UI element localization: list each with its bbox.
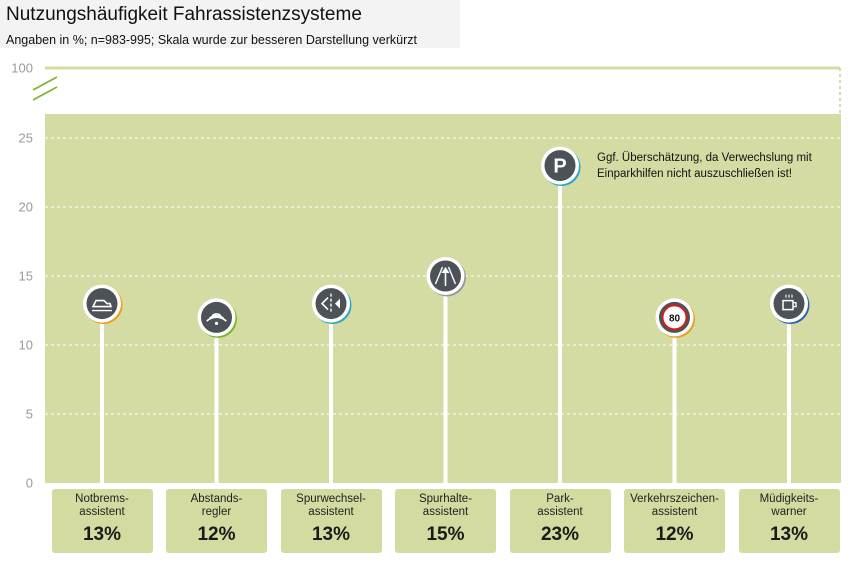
- category-label: Spurhalte- assistent: [418, 493, 473, 518]
- icon-text: 80: [669, 313, 681, 324]
- category-box: Park- assistent 23%: [509, 489, 611, 553]
- y-tick-label: 25: [19, 131, 33, 146]
- category-label: Müdigkeits- warner: [759, 493, 819, 518]
- category-label: Spurwechsel- assistent: [296, 493, 366, 518]
- y-tick-label: 10: [19, 338, 33, 353]
- category-box: Abstands- regler 12%: [166, 489, 267, 553]
- category-box: Verkehrszeichen- assistent 12%: [624, 489, 725, 553]
- category-box: Notbrems- assistent 13%: [51, 489, 153, 553]
- chart-subtitle: Angaben in %; n=983-995; Skala wurde zur…: [6, 33, 417, 47]
- value-label: 23%: [540, 524, 580, 545]
- annotation-text: Einparkhilfen nicht auszuschließen ist!: [597, 168, 792, 180]
- y-tick-label: 0: [26, 476, 33, 491]
- car-brake-icon: [86, 288, 118, 320]
- icon-glyph: P: [553, 156, 566, 178]
- category-label: Notbrems- assistent: [75, 493, 129, 518]
- y-tick-label: 20: [19, 200, 33, 215]
- y-tick-label: 15: [19, 269, 33, 284]
- icon-glyph: 80: [661, 304, 688, 331]
- icon-glyph: [320, 293, 340, 314]
- icon-glyph: [434, 266, 457, 286]
- icon-glyph: [91, 299, 113, 312]
- value-label: 12%: [197, 524, 236, 545]
- chart-title: Nutzungshäufigkeit Fahrassistenzsysteme: [6, 4, 362, 25]
- value-label: 13%: [769, 524, 809, 545]
- category-label: Park- assistent: [537, 493, 583, 518]
- parking-icon: [544, 150, 576, 182]
- category-box: Müdigkeits- warner 13%: [738, 489, 840, 553]
- axis-break-mark: [32, 76, 58, 91]
- coffee-cup-icon: [773, 288, 805, 320]
- title-box: Nutzungshäufigkeit Fahrassistenzsysteme …: [0, 0, 460, 48]
- category-label: Verkehrszeichen- assistent: [630, 493, 719, 518]
- icon-glyph: [206, 313, 227, 325]
- category-label: Abstands- regler: [190, 493, 243, 518]
- value-label: 13%: [311, 524, 351, 545]
- category-box: Spurhalte- assistent 15%: [395, 489, 496, 553]
- y-tick-label: 5: [26, 407, 33, 422]
- axis-break-mark: [32, 86, 58, 101]
- category-box: Spurwechsel- assistent 13%: [280, 489, 382, 553]
- value-label: 12%: [655, 524, 694, 545]
- annotation-text: Ggf. Überschätzung, da Verwechslung mit: [597, 152, 813, 164]
- value-label: 13%: [82, 524, 122, 545]
- value-label: 15%: [426, 524, 465, 545]
- plot-area: [45, 114, 841, 483]
- y-tick-label: 100: [11, 61, 33, 76]
- icon-text: P: [553, 156, 566, 178]
- icon-glyph: [782, 294, 797, 311]
